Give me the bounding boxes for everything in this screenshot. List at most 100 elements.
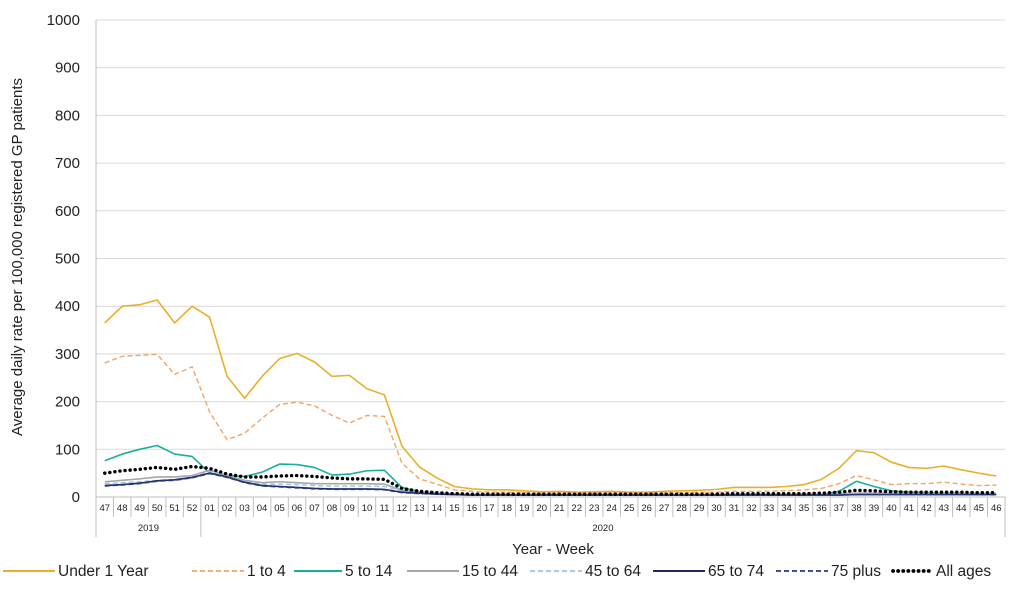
axes xyxy=(95,20,1006,537)
data-point xyxy=(855,493,858,496)
data-point xyxy=(942,464,945,467)
data-point xyxy=(330,474,333,477)
series-1-to-4 xyxy=(104,353,997,494)
x-tick-28: 28 xyxy=(676,503,687,514)
data-point xyxy=(540,493,543,496)
y-tick-0: 0 xyxy=(72,489,80,506)
data-point xyxy=(296,352,299,355)
data-point xyxy=(383,485,386,488)
data-point xyxy=(872,489,875,492)
data-point xyxy=(226,473,229,476)
x-tick-44: 44 xyxy=(956,503,967,514)
x-tick-41: 41 xyxy=(904,503,915,514)
data-point xyxy=(226,476,229,479)
data-point xyxy=(103,459,106,462)
data-point xyxy=(890,490,893,493)
x-tick-07: 07 xyxy=(309,503,320,514)
data-point xyxy=(121,469,124,472)
x-tick-12: 12 xyxy=(397,503,408,514)
data-point xyxy=(208,411,211,414)
data-point xyxy=(278,463,281,466)
data-point xyxy=(383,469,386,472)
x-tick-21: 21 xyxy=(554,503,565,514)
legend-item-15-to-44: 15 to 44 xyxy=(407,563,518,580)
x-tick-16: 16 xyxy=(467,503,478,514)
data-point xyxy=(156,444,159,447)
data-point xyxy=(348,422,351,425)
data-point xyxy=(715,488,718,491)
data-point xyxy=(558,493,561,496)
x-tick-45: 45 xyxy=(973,503,984,514)
data-point xyxy=(890,493,893,496)
data-point xyxy=(348,473,351,476)
data-point xyxy=(348,477,351,480)
data-point xyxy=(453,492,456,495)
x-tick-35: 35 xyxy=(799,503,810,514)
series-line xyxy=(103,464,998,496)
legend-label: 65 to 74 xyxy=(708,563,764,580)
x-tick-19: 19 xyxy=(519,503,530,514)
x-tick-09: 09 xyxy=(344,503,355,514)
data-point xyxy=(313,484,316,487)
data-point xyxy=(103,472,106,475)
data-point xyxy=(261,471,264,474)
data-point xyxy=(400,491,403,494)
data-point xyxy=(855,474,858,477)
data-point xyxy=(698,493,701,496)
data-point xyxy=(103,321,106,324)
data-point xyxy=(960,468,963,471)
x-tick-05: 05 xyxy=(274,503,285,514)
data-point xyxy=(470,493,473,496)
data-point xyxy=(820,478,823,481)
data-point xyxy=(523,493,526,496)
series-under-1-year xyxy=(103,299,998,494)
data-point xyxy=(156,466,159,469)
data-point xyxy=(925,491,928,494)
data-point xyxy=(977,472,980,475)
legend-label: 5 to 14 xyxy=(345,563,393,580)
data-point xyxy=(960,483,963,486)
data-point xyxy=(942,481,945,484)
x-tick-23: 23 xyxy=(589,503,600,514)
x-tick-labels: 47 48 49 50 51 52 01 02 03 04 05 06 07 08 09 10 11 12 13 14… xyxy=(99,503,1001,534)
x-tick-37: 37 xyxy=(834,503,845,514)
data-point xyxy=(872,485,875,488)
legend-label: 75 plus xyxy=(831,563,881,580)
y-axis-title: Average daily rate per 100,000 registere… xyxy=(9,78,26,436)
data-point xyxy=(925,482,928,485)
x-tick-15: 15 xyxy=(449,503,460,514)
data-point xyxy=(872,493,875,496)
data-point xyxy=(995,475,998,478)
data-point xyxy=(907,466,910,469)
data-point xyxy=(802,492,805,495)
data-point xyxy=(837,482,840,485)
data-point xyxy=(278,485,281,488)
data-point xyxy=(191,476,194,479)
legend-label: Under 1 Year xyxy=(58,563,149,580)
x-tick-52: 52 xyxy=(187,503,198,514)
data-point xyxy=(750,486,753,489)
data-point xyxy=(977,491,980,494)
data-point xyxy=(365,387,368,390)
data-point xyxy=(628,493,631,496)
legend-label: 45 to 64 xyxy=(585,563,641,580)
data-point xyxy=(383,393,386,396)
data-point xyxy=(593,493,596,496)
series-all-ages xyxy=(103,464,998,496)
x-tick-14: 14 xyxy=(432,503,443,514)
data-point xyxy=(208,472,211,475)
data-point xyxy=(435,491,438,494)
x-tick-30: 30 xyxy=(711,503,722,514)
data-point xyxy=(802,488,805,491)
data-point xyxy=(243,432,246,435)
x-tick-17: 17 xyxy=(484,503,495,514)
data-point xyxy=(191,365,194,368)
y-tick-labels: 0 100 200 300 400 500 600 700 800 900 1000 xyxy=(47,12,80,506)
data-point xyxy=(505,493,508,496)
data-point xyxy=(173,479,176,482)
x-tick-03: 03 xyxy=(239,503,250,514)
data-point xyxy=(330,476,333,479)
data-point xyxy=(872,451,875,454)
y-tick-1000: 1000 xyxy=(47,12,80,29)
data-point xyxy=(383,478,386,481)
